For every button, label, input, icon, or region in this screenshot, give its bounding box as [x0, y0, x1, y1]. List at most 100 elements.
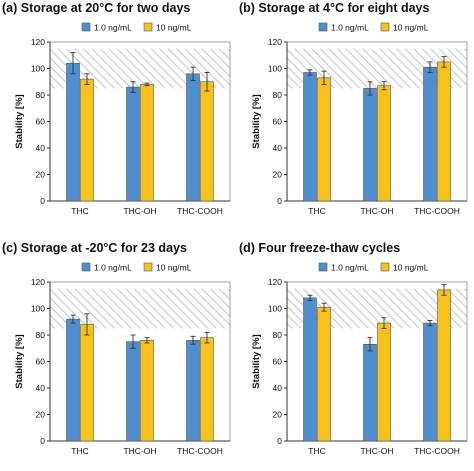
x-tick-label: THC-OH — [123, 206, 156, 216]
x-tick-label: THC-COOH — [177, 446, 223, 456]
bar — [140, 340, 154, 442]
y-tick-label: 100 — [268, 64, 282, 74]
legend-label: 10 ng/mL — [393, 23, 429, 33]
acceptance-band — [50, 288, 230, 329]
bar — [377, 85, 391, 202]
chart-title: (c) Storage at -20°C for 23 days — [2, 241, 187, 255]
error-bar — [427, 319, 433, 327]
legend-label: 1.0 ng/mL — [331, 263, 369, 273]
y-tick-label: 80 — [273, 90, 283, 100]
y-tick-label: 80 — [273, 330, 283, 340]
error-bar — [70, 314, 76, 324]
y-tick-label: 20 — [36, 410, 46, 420]
chart-panel-b: (b) Storage at 4°C for eight days 1.0 ng/… — [237, 0, 474, 231]
error-bar — [204, 331, 210, 344]
chart-panel-a: (a) Storage at 20°C for two days 1.0 ng/m… — [0, 0, 237, 231]
error-bar — [381, 81, 387, 91]
bar — [126, 86, 140, 202]
bar — [186, 340, 200, 442]
legend-swatch — [318, 262, 328, 272]
error-bar — [367, 81, 373, 96]
bar — [317, 77, 331, 202]
bar — [140, 84, 154, 202]
bar — [66, 62, 80, 202]
legend-label: 10 ng/mL — [393, 263, 429, 273]
x-tick-label: THC — [71, 446, 88, 456]
x-tick-label: THC — [308, 446, 325, 456]
y-tick-label: 100 — [31, 304, 45, 314]
y-tick-label: 60 — [273, 357, 283, 367]
x-tick-label: THC-COOH — [177, 206, 223, 216]
error-bar — [190, 66, 196, 81]
bar — [200, 81, 214, 202]
legend-label: 10 ng/mL — [156, 23, 192, 33]
error-bar — [130, 81, 136, 93]
error-bar — [204, 72, 210, 92]
y-tick-label: 120 — [31, 37, 45, 47]
y-tick-label: 0 — [277, 436, 282, 446]
error-bar — [84, 313, 90, 336]
acceptance-band — [50, 48, 230, 89]
y-tick-label: 120 — [268, 37, 282, 47]
x-tick-label: THC-COOH — [414, 206, 460, 216]
error-bar — [144, 82, 150, 87]
legend-swatch — [380, 22, 390, 32]
error-bar — [307, 69, 313, 76]
bar — [363, 88, 377, 202]
y-tick-label: 20 — [273, 170, 283, 180]
x-tick-label: THC-OH — [360, 446, 393, 456]
y-tick-label: 120 — [268, 277, 282, 287]
y-tick-label: 0 — [277, 196, 282, 206]
bar — [186, 73, 200, 202]
acceptance-band — [287, 288, 467, 329]
legend-swatch — [81, 22, 91, 32]
y-tick-label: 80 — [36, 330, 46, 340]
legend-swatch — [143, 22, 153, 32]
error-bar — [84, 73, 90, 85]
error-bar — [367, 337, 373, 352]
legend-label: 1.0 ng/mL — [94, 263, 132, 273]
y-tick-label: 0 — [40, 436, 45, 446]
legend-swatch — [81, 262, 91, 272]
bar — [423, 322, 437, 442]
y-tick-label: 100 — [268, 304, 282, 314]
y-tick-label: 20 — [36, 170, 46, 180]
chart-title: (a) Storage at 20°C for two days — [2, 1, 190, 15]
error-bar — [441, 56, 447, 68]
y-tick-label: 20 — [273, 410, 283, 420]
error-bar — [144, 337, 150, 344]
error-bar — [190, 335, 196, 345]
y-axis-label: Stability [%] — [14, 334, 25, 388]
bar — [363, 343, 377, 442]
chart-title: (d) Four freeze-thaw cycles — [239, 241, 400, 255]
error-bar — [70, 52, 76, 75]
chart-panel-d: (d) Four freeze-thaw cycles 1.0 ng/mL 10 n… — [237, 240, 474, 471]
legend-label: 10 ng/mL — [156, 263, 192, 273]
y-tick-label: 40 — [273, 143, 283, 153]
y-tick-label: 80 — [36, 90, 46, 100]
y-tick-label: 40 — [36, 383, 46, 393]
chart-svg: (a) Storage at 20°C for two days 1.0 ng/m… — [2, 1, 231, 216]
chart-svg: (c) Storage at -20°C for 23 days 1.0 ng/m… — [2, 241, 231, 456]
bar — [377, 322, 391, 442]
bar — [437, 61, 451, 202]
error-bar — [381, 317, 387, 329]
y-tick-label: 40 — [273, 383, 283, 393]
x-tick-label: THC — [71, 206, 88, 216]
y-axis-label: Stability [%] — [14, 94, 25, 148]
error-bar — [130, 334, 136, 349]
chart-title: (b) Storage at 4°C for eight days — [239, 1, 429, 15]
chart-panel-c: (c) Storage at -20°C for 23 days 1.0 ng/m… — [0, 240, 237, 471]
x-tick-label: THC-COOH — [414, 446, 460, 456]
bar — [437, 289, 451, 442]
x-tick-label: THC-OH — [123, 446, 156, 456]
y-axis-label: Stability [%] — [251, 94, 262, 148]
error-bar — [321, 302, 327, 312]
y-tick-label: 0 — [40, 196, 45, 206]
legend-swatch — [318, 22, 328, 32]
bar — [80, 324, 94, 442]
bar — [303, 72, 317, 202]
y-tick-label: 60 — [36, 117, 46, 127]
bar — [200, 337, 214, 442]
legend-swatch — [380, 262, 390, 272]
